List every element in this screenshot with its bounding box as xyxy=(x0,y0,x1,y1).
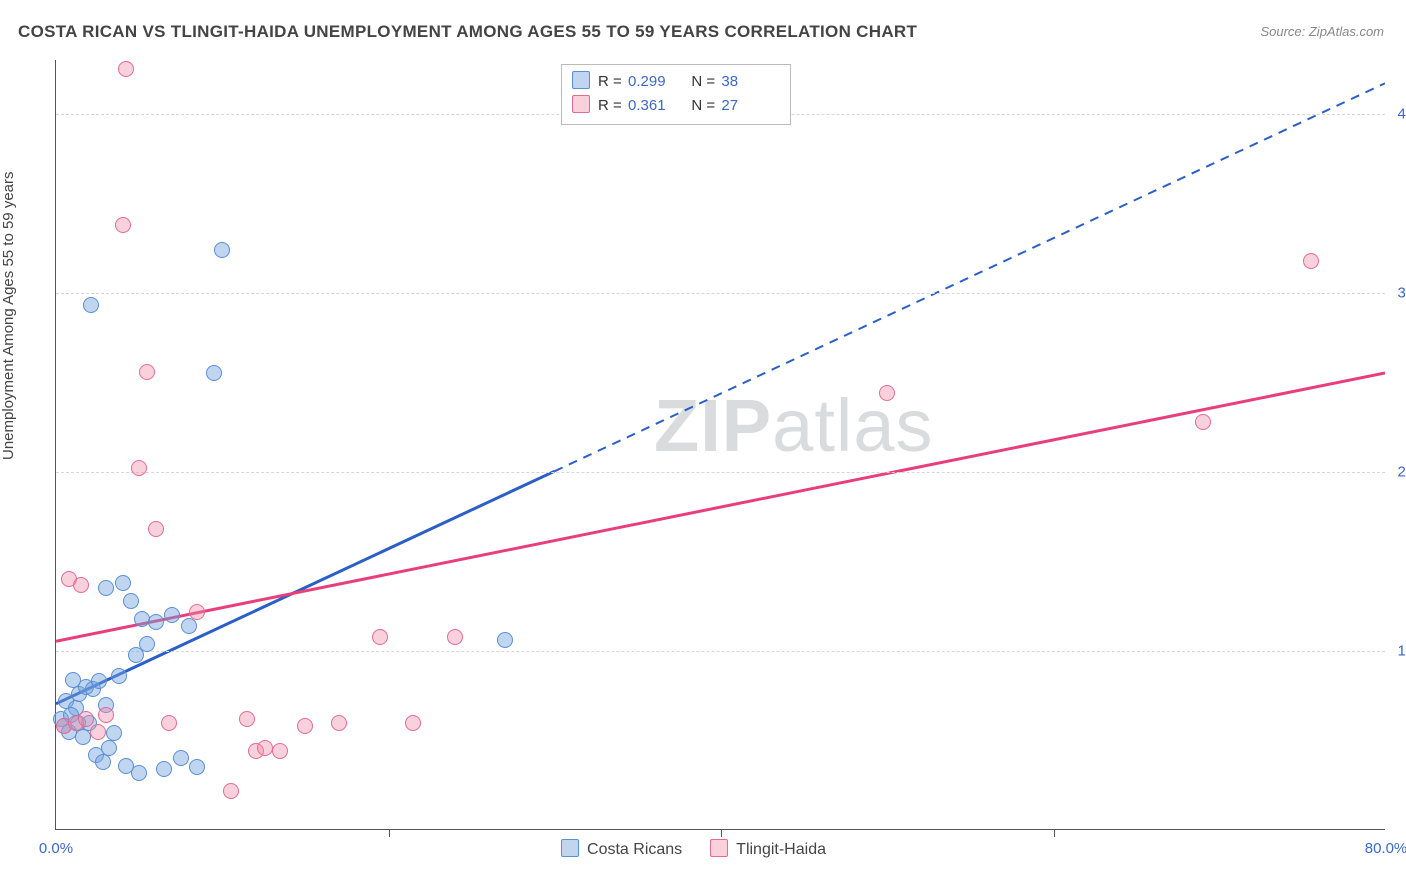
data-point xyxy=(1303,253,1319,269)
x-tick-mark xyxy=(389,829,390,837)
data-point xyxy=(181,618,197,634)
data-point xyxy=(123,593,139,609)
data-point xyxy=(161,715,177,731)
data-point xyxy=(128,647,144,663)
data-point xyxy=(75,729,91,745)
legend-row: R = 0.299 N = 38 xyxy=(572,70,776,94)
data-point xyxy=(73,577,89,593)
data-point xyxy=(95,754,111,770)
gridline xyxy=(56,651,1385,652)
data-point xyxy=(1195,414,1211,430)
data-point xyxy=(223,783,239,799)
data-point xyxy=(156,761,172,777)
data-point xyxy=(257,740,273,756)
data-point xyxy=(139,364,155,380)
trend-lines xyxy=(56,60,1385,829)
data-point xyxy=(115,217,131,233)
y-axis-label: Unemployment Among Ages 55 to 59 years xyxy=(0,171,17,460)
chart-title: COSTA RICAN VS TLINGIT-HAIDA UNEMPLOYMEN… xyxy=(18,22,917,42)
data-point xyxy=(131,765,147,781)
scatter-plot: ZIPatlas 10.0%20.0%30.0%40.0%0.0%80.0%R … xyxy=(55,60,1385,830)
legend-item: Tlingit-Haida xyxy=(710,839,826,859)
data-point xyxy=(164,607,180,623)
data-point xyxy=(118,61,134,77)
data-point xyxy=(331,715,347,731)
x-tick-label: 80.0% xyxy=(1365,840,1406,857)
data-point xyxy=(206,365,222,381)
legend-row: R = 0.361 N = 27 xyxy=(572,94,776,118)
gridline xyxy=(56,293,1385,294)
data-point xyxy=(189,604,205,620)
data-point xyxy=(214,242,230,258)
data-point xyxy=(189,759,205,775)
data-point xyxy=(272,743,288,759)
data-point xyxy=(106,725,122,741)
data-point xyxy=(497,632,513,648)
data-point xyxy=(111,668,127,684)
data-point xyxy=(447,629,463,645)
data-point xyxy=(115,575,131,591)
data-point xyxy=(148,521,164,537)
correlation-legend: R = 0.299 N = 38R = 0.361 N = 27 xyxy=(561,64,791,125)
data-point xyxy=(83,297,99,313)
data-point xyxy=(91,673,107,689)
x-tick-label: 0.0% xyxy=(39,840,73,857)
data-point xyxy=(98,580,114,596)
data-point xyxy=(90,724,106,740)
y-tick-label: 40.0% xyxy=(1390,105,1406,122)
data-point xyxy=(879,385,895,401)
data-point xyxy=(239,711,255,727)
data-point xyxy=(148,614,164,630)
series-legend: Costa Ricans Tlingit-Haida xyxy=(561,839,826,859)
x-tick-mark xyxy=(1054,829,1055,837)
data-point xyxy=(131,460,147,476)
legend-item: Costa Ricans xyxy=(561,839,682,859)
data-point xyxy=(297,718,313,734)
data-point xyxy=(405,715,421,731)
y-tick-label: 30.0% xyxy=(1390,284,1406,301)
y-tick-label: 20.0% xyxy=(1390,463,1406,480)
data-point xyxy=(173,750,189,766)
data-point xyxy=(101,740,117,756)
y-tick-label: 10.0% xyxy=(1390,642,1406,659)
chart-source: Source: ZipAtlas.com xyxy=(1260,24,1384,39)
data-point xyxy=(98,707,114,723)
data-point xyxy=(372,629,388,645)
gridline xyxy=(56,472,1385,473)
x-tick-mark xyxy=(721,829,722,837)
